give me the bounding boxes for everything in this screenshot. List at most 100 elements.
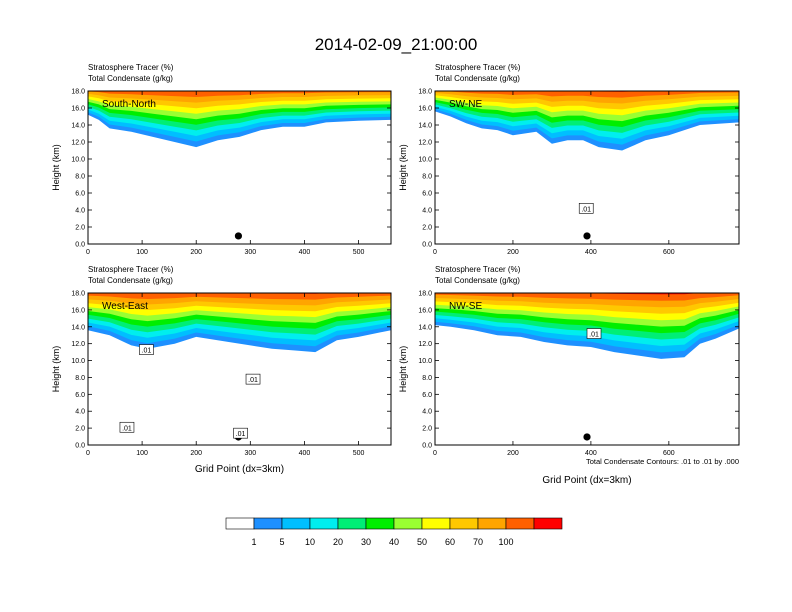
- colorbar-swatch: [253, 517, 283, 530]
- colorbar-label: 60: [445, 537, 455, 547]
- y-tick-label: 14.0: [418, 123, 432, 130]
- y-tick-label: 12.0: [71, 341, 85, 348]
- variable-label-tracer: Stratosphere Tracer (%): [435, 63, 521, 72]
- x-tick-label: 400: [585, 249, 597, 256]
- x-tick-label: 300: [244, 249, 256, 256]
- x-tick-label: 200: [507, 249, 519, 256]
- variable-label-condensate: Total Condensate (g/kg): [88, 74, 173, 83]
- y-tick-label: 6.0: [75, 191, 85, 198]
- y-tick-label: 16.0: [71, 307, 85, 314]
- x-tick-label: 200: [507, 450, 519, 457]
- variable-label-condensate: Total Condensate (g/kg): [435, 276, 520, 285]
- plot-area: .01: [435, 293, 739, 445]
- colorbar-swatch: [533, 517, 563, 530]
- x-tick-label: 300: [244, 450, 256, 457]
- colorbar-swatch: [449, 517, 479, 530]
- y-tick-label: 4.0: [75, 409, 85, 416]
- x-tick-label: 500: [353, 450, 365, 457]
- y-tick-label: 6.0: [75, 392, 85, 399]
- y-tick-label: 16.0: [418, 106, 432, 113]
- y-tick-label: 10.0: [418, 157, 432, 164]
- y-tick-label: 16.0: [71, 106, 85, 113]
- contour-label-box: [586, 328, 602, 339]
- colorbar-swatch: [365, 517, 395, 530]
- y-tick-label: 0.0: [422, 242, 432, 249]
- y-tick-label: 8.0: [75, 174, 85, 181]
- colorbar-label: 30: [361, 537, 371, 547]
- y-axis-label: Height (km): [398, 144, 408, 191]
- colorbar-label: 5: [279, 537, 284, 547]
- contour-label-box: [245, 373, 261, 385]
- y-tick-label: 18.0: [418, 291, 432, 298]
- x-tick-label: 200: [190, 450, 202, 457]
- panel-south-north: South-North Stratosphere Tracer (%) Total …: [51, 63, 392, 256]
- panel-name: South-North: [102, 99, 156, 110]
- y-tick-label: 12.0: [71, 140, 85, 147]
- y-tick-label: 2.0: [422, 225, 432, 232]
- y-tick-label: 10.0: [71, 358, 85, 365]
- plot-frame: [434, 90, 740, 245]
- contour-label: .01: [142, 348, 152, 355]
- colorbar-label: 40: [389, 537, 399, 547]
- y-tick-label: 4.0: [422, 409, 432, 416]
- x-tick-label: 400: [299, 249, 311, 256]
- colorbar-swatch: [477, 517, 507, 530]
- plot-frame: [434, 292, 740, 446]
- panel-sw-ne: .01 SW-NE Stratosphere Tracer (%) Total Con…: [398, 63, 740, 256]
- x-tick-label: 0: [433, 450, 437, 457]
- colorbar-swatch: [225, 517, 255, 530]
- panel-name: SW-NE: [449, 99, 482, 110]
- contour-label-box: [139, 344, 154, 355]
- figure-title: 2014-02-09_21:00:00: [315, 35, 478, 54]
- plot-area: [88, 91, 391, 244]
- x-tick-label: 600: [663, 450, 675, 457]
- y-tick-label: 0.0: [422, 443, 432, 450]
- x-tick-label: 0: [86, 450, 90, 457]
- y-tick-label: 0.0: [75, 242, 85, 249]
- x-tick-label: 500: [353, 249, 365, 256]
- plot-area: .01: [435, 91, 739, 244]
- contour-label-box: [578, 203, 594, 214]
- y-tick-label: 2.0: [422, 426, 432, 433]
- surface-marker: [583, 433, 591, 441]
- contour-info: Total Condensate Contours: .01 to .01 by…: [586, 457, 739, 466]
- colorbar-label: 1: [251, 537, 256, 547]
- contour-label-box: [119, 421, 135, 433]
- x-tick-label: 0: [433, 249, 437, 256]
- colorbar-label: 70: [473, 537, 483, 547]
- x-tick-label: 200: [190, 249, 202, 256]
- colorbar-swatch: [337, 517, 367, 530]
- variable-label-tracer: Stratosphere Tracer (%): [435, 265, 521, 274]
- y-tick-label: 18.0: [418, 89, 432, 96]
- plot-frame: [87, 90, 392, 245]
- contour-label: .01: [589, 332, 599, 339]
- y-tick-label: 16.0: [418, 307, 432, 314]
- x-tick-label: 100: [136, 249, 148, 256]
- y-tick-label: 18.0: [71, 89, 85, 96]
- y-tick-label: 4.0: [75, 208, 85, 215]
- y-tick-label: 8.0: [422, 174, 432, 181]
- colorbar: 1 5 10 20 30 40 50 60 70 100: [225, 517, 563, 547]
- y-tick-label: 10.0: [71, 157, 85, 164]
- y-tick-label: 6.0: [422, 191, 432, 198]
- y-tick-label: 14.0: [418, 324, 432, 331]
- y-tick-label: 14.0: [71, 324, 85, 331]
- y-tick-label: 8.0: [75, 375, 85, 382]
- variable-label-condensate: Total Condensate (g/kg): [88, 276, 173, 285]
- y-tick-label: 2.0: [75, 426, 85, 433]
- x-axis-label: Grid Point (dx=3km): [195, 464, 284, 475]
- y-tick-label: 4.0: [422, 208, 432, 215]
- variable-label-tracer: Stratosphere Tracer (%): [88, 63, 174, 72]
- colorbar-swatch: [309, 517, 339, 530]
- colorbar-label: 10: [305, 537, 315, 547]
- x-tick-label: 400: [299, 450, 311, 457]
- x-tick-label: 400: [585, 450, 597, 457]
- surface-marker: [583, 232, 591, 240]
- contour-label: .01: [581, 206, 591, 213]
- contour-label: .01: [122, 425, 132, 432]
- colorbar-swatch: [393, 517, 423, 530]
- y-axis-label: Height (km): [51, 144, 61, 191]
- y-tick-label: 0.0: [75, 443, 85, 450]
- y-tick-label: 14.0: [71, 123, 85, 130]
- y-tick-label: 12.0: [418, 140, 432, 147]
